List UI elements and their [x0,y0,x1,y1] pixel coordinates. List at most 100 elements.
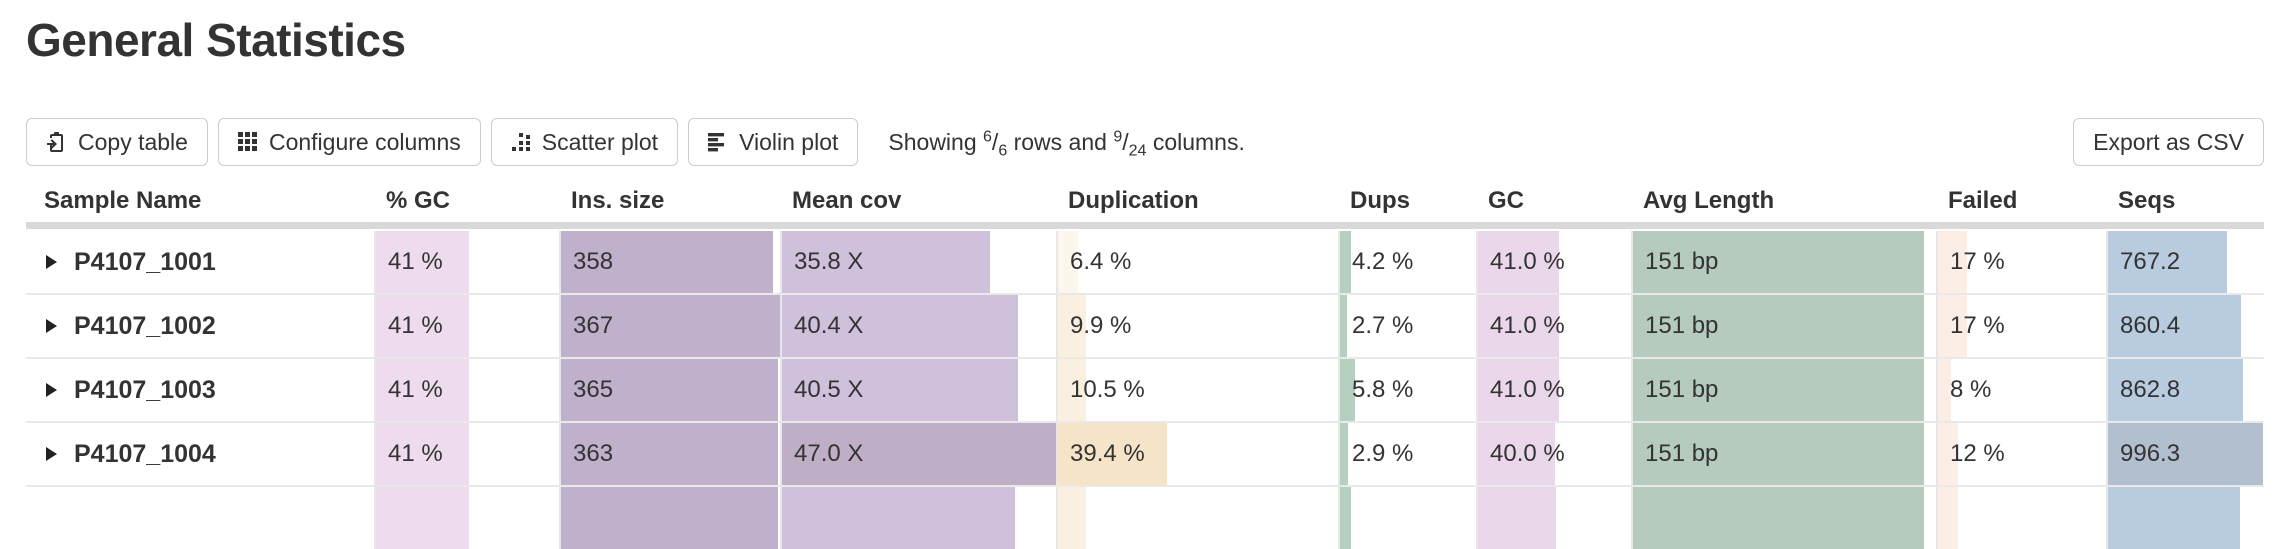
value-bar [376,487,470,549]
cell-value: 12 % [1950,440,2005,467]
cell-value: 41 % [388,248,443,275]
cell-avg_length [1631,487,1936,549]
grid-icon [237,132,258,152]
value-bar [561,487,778,549]
cell-value: 2.9 % [1352,440,1414,467]
cell-duplication: 39.4 % [1056,423,1338,485]
export-csv-button[interactable]: Export as CSV [2073,118,2264,166]
value-bar [561,231,774,293]
violin-plot-icon [708,132,728,152]
cell-pct_gc: 41 % [374,295,559,357]
cell-avg_length: 151 bp [1631,231,1936,293]
value-bar [1478,487,1557,549]
cell-value: 367 [573,312,614,339]
table-row: P4107_1004 41 % 363 47.0 X 39.4 % 2.9 % 40.0 %… [26,421,2264,485]
cell-mean_cov: 40.5 X [780,359,1056,421]
cell-seqs: 996.3 [2106,423,2263,485]
value-bar [1340,295,1347,357]
value-bar [782,423,1056,485]
value-bar [1938,231,1967,293]
cell-value: 6.4 % [1070,248,1132,275]
column-header-pct_gc[interactable]: % GC [386,187,451,214]
scatter-plot-button[interactable]: Scatter plot [490,118,679,166]
value-bar [561,295,780,357]
value-bar [561,359,778,421]
value-bar [1633,231,1924,293]
value-bar [561,423,778,485]
table-row: P4107_1003 41 % 365 40.5 X 10.5 % 5.8 % 41.0 %… [26,357,2264,421]
cell-sample[interactable]: P4107_1003 [26,359,374,421]
column-header-duplication[interactable]: Duplication [1068,187,1199,214]
column-header-mean_cov[interactable]: Mean cov [792,187,902,214]
cell-value: 8 % [1950,376,1992,403]
table-row: P4107_1001 41 % 358 35.8 X 6.4 % 4.2 % 41.0 % 1… [26,229,2264,293]
cell-value: 151 bp [1645,376,1719,403]
expand-caret-icon[interactable] [46,319,57,333]
configure-columns-button[interactable]: Configure columns [217,118,481,166]
column-header-seqs[interactable]: Seqs [2118,187,2176,214]
cell-mean_cov: 40.4 X [780,295,1056,357]
cell-value: 17 % [1950,248,2005,275]
cell-mean_cov: 35.8 X [780,231,1056,293]
cell-sample[interactable]: P4107_1002 [26,295,374,357]
violin-plot-button[interactable]: Violin plot [688,118,859,166]
cell-gc: 40.0 % [1476,423,1631,485]
expand-caret-icon[interactable] [46,447,57,461]
cell-value: 41.0 % [1490,312,1565,339]
value-bar [1633,487,1924,549]
value-bar [1058,295,1086,357]
column-header-avg_length[interactable]: Avg Length [1643,187,1775,214]
column-header-dups[interactable]: Dups [1350,187,1410,214]
value-bar [1058,487,1086,549]
value-bar [376,359,470,421]
column-header-ins_size[interactable]: Ins. size [571,187,665,214]
cell-value: 151 bp [1645,312,1719,339]
column-header-gc[interactable]: GC [1488,187,1524,214]
value-bar [782,487,1015,549]
table-header-row: Sample Name % GC Ins. size Mean cov Duplicat… [26,180,2264,222]
value-bar [1633,423,1924,485]
violin-plot-label: Violin plot [739,128,839,155]
cell-pct_gc: 41 % [374,231,559,293]
value-bar [1478,231,1560,293]
cell-value: 35.8 X [794,248,864,275]
column-header-failed[interactable]: Failed [1948,187,2018,214]
value-bar [1340,231,1351,293]
cell-failed: 17 % [1936,231,2106,293]
cell-ins_size [559,487,780,549]
cell-value: 40.5 X [794,376,864,403]
cell-value: 860.4 [2120,312,2181,339]
cell-ins_size: 365 [559,359,780,421]
expand-caret-icon[interactable] [46,255,57,269]
value-bar [1058,359,1086,421]
copy-table-label: Copy table [78,128,188,155]
value-bar [782,295,1018,357]
cell-gc: 41.0 % [1476,295,1631,357]
expand-caret-icon[interactable] [46,383,57,397]
cell-value: 151 bp [1645,440,1719,467]
table-row: P4107_1002 41 % 367 40.4 X 9.9 % 2.7 % 41.0 % 1… [26,293,2264,357]
cell-sample[interactable]: P4107_1001 [26,231,374,293]
value-bar [1938,295,1967,357]
rows-fraction: 6/6 [983,127,1008,160]
value-bar [1340,487,1351,549]
cell-sample[interactable]: P4107_1004 [26,423,374,485]
cell-seqs: 860.4 [2106,295,2263,357]
cell-value: 41.0 % [1490,376,1565,403]
columns-fraction: 9/24 [1113,127,1147,160]
sample-name: P4107_1004 [74,439,216,468]
column-header-sample[interactable]: Sample Name [44,187,202,214]
cell-value: 41.0 % [1490,248,1565,275]
value-bar [1938,487,1959,549]
cell-pct_gc: 41 % [374,359,559,421]
cell-duplication: 6.4 % [1056,231,1338,293]
copy-table-button[interactable]: Copy table [26,118,208,166]
table-body: P4107_1001 41 % 358 35.8 X 6.4 % 4.2 % 41.0 % 1… [26,229,2264,549]
cell-value: 17 % [1950,312,2005,339]
cell-failed: 17 % [1936,295,2106,357]
cell-ins_size: 358 [559,231,780,293]
value-bar [2108,295,2242,357]
value-bar [2108,423,2263,485]
cell-value: 358 [573,248,614,275]
cell-dups: 4.2 % [1338,231,1476,293]
